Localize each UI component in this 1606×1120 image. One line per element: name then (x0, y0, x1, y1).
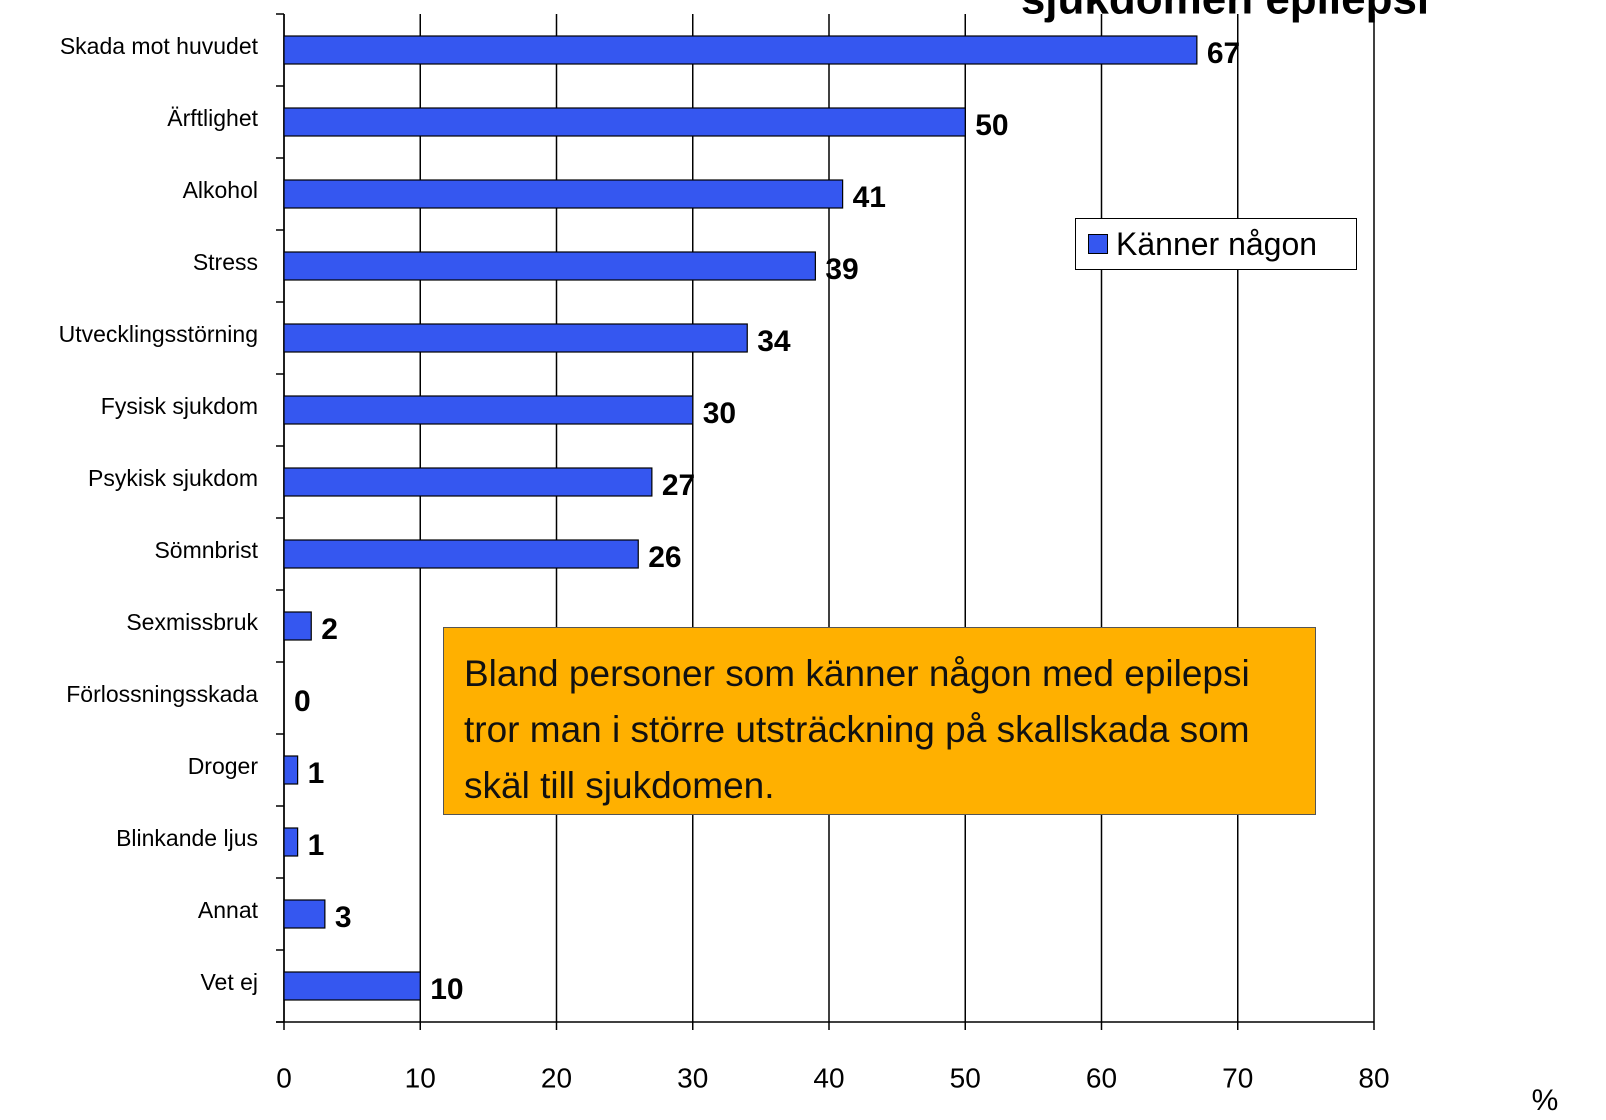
bar (283, 323, 748, 353)
y-tick-label: Skada mot huvudet (60, 33, 259, 59)
x-tick-label: 50 (950, 1062, 981, 1093)
chart-title: sjukdomen epilepsi (1021, 0, 1429, 24)
annotation: Bland personer som känner någon med epil… (443, 627, 1316, 815)
x-tick-label: 60 (1086, 1062, 1117, 1093)
x-tick-label: 40 (813, 1062, 844, 1093)
value-label: 0 (294, 685, 311, 718)
x-tick-label: 20 (541, 1062, 572, 1093)
bar (283, 35, 1198, 65)
bar (283, 251, 816, 281)
bar (283, 179, 844, 209)
y-tick-label: Alkohol (183, 177, 258, 203)
y-tick-label: Droger (188, 753, 259, 779)
y-tick-label: Vet ej (200, 969, 258, 995)
x-tick-label: 10 (405, 1062, 436, 1093)
value-label: 39 (825, 253, 858, 286)
value-label: 10 (430, 973, 463, 1006)
value-label: 27 (662, 469, 695, 502)
bar (283, 827, 299, 857)
bar (283, 107, 966, 137)
y-tick-label: Psykisk sjukdom (88, 465, 258, 491)
x-tick-label: 80 (1358, 1062, 1389, 1093)
bar (283, 971, 421, 1001)
legend-label: Känner någon (1116, 225, 1318, 262)
y-tick-label: Stress (193, 249, 258, 275)
y-tick-label: Blinkande ljus (116, 825, 258, 851)
value-label: 34 (757, 325, 791, 358)
x-tick-label: 70 (1222, 1062, 1253, 1093)
bar (283, 395, 694, 425)
value-label: 26 (648, 541, 681, 574)
y-tick-label: Ärftlighet (167, 105, 258, 131)
value-label: 50 (975, 109, 1008, 142)
bar (283, 611, 312, 641)
value-label: 2 (321, 613, 338, 646)
x-tick-label: 30 (677, 1062, 708, 1093)
legend-swatch (1088, 234, 1108, 254)
value-label: 1 (308, 757, 325, 790)
bar (283, 755, 299, 785)
x-tick-label: 0 (276, 1062, 292, 1093)
value-label: 3 (335, 901, 352, 934)
bar (283, 539, 639, 569)
y-tick-label: Förlossningsskada (66, 681, 258, 707)
value-label: 41 (853, 181, 886, 214)
y-tick-label: Utvecklingsstörning (59, 321, 258, 347)
y-tick-label: Sexmissbruk (126, 609, 258, 635)
legend: Känner någon (1075, 218, 1357, 270)
y-tick-label: Fysisk sjukdom (101, 393, 258, 419)
bar (283, 899, 326, 929)
value-label: 1 (308, 829, 325, 862)
y-tick-label: Sömnbrist (154, 537, 258, 563)
bar (283, 467, 653, 497)
value-label: 67 (1207, 37, 1240, 70)
value-label: 30 (703, 397, 736, 430)
x-axis-label: % (1532, 1084, 1559, 1117)
y-tick-label: Annat (198, 897, 259, 923)
